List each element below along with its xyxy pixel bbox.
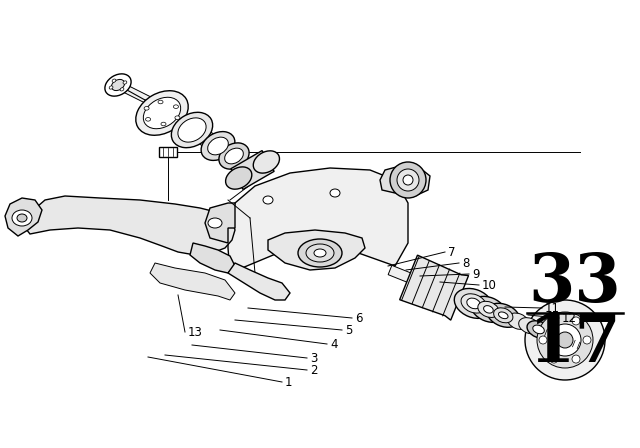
Ellipse shape — [298, 239, 342, 267]
Polygon shape — [529, 323, 540, 333]
Text: 13: 13 — [188, 326, 203, 339]
Polygon shape — [22, 196, 235, 255]
Ellipse shape — [557, 332, 573, 348]
Text: 6: 6 — [355, 311, 362, 324]
Text: 7: 7 — [448, 246, 456, 258]
Polygon shape — [380, 166, 430, 196]
Ellipse shape — [144, 107, 149, 110]
Text: 5: 5 — [345, 323, 353, 336]
Ellipse shape — [397, 169, 419, 191]
Ellipse shape — [161, 122, 166, 126]
Polygon shape — [228, 168, 408, 273]
Ellipse shape — [158, 100, 163, 104]
Ellipse shape — [123, 81, 127, 84]
Ellipse shape — [527, 321, 550, 338]
Ellipse shape — [530, 322, 551, 338]
Text: 1: 1 — [285, 375, 292, 388]
Text: 11: 11 — [545, 302, 560, 314]
Ellipse shape — [403, 175, 413, 185]
Ellipse shape — [145, 117, 150, 121]
Ellipse shape — [225, 148, 243, 164]
Text: 8: 8 — [462, 257, 469, 270]
Text: 17: 17 — [529, 310, 621, 375]
Ellipse shape — [487, 303, 520, 327]
Polygon shape — [231, 151, 274, 190]
Ellipse shape — [532, 325, 545, 334]
Ellipse shape — [330, 189, 340, 197]
Ellipse shape — [549, 324, 581, 356]
Polygon shape — [150, 263, 235, 300]
Polygon shape — [188, 123, 222, 153]
Text: 10: 10 — [482, 279, 497, 292]
Ellipse shape — [471, 297, 506, 323]
Text: 33: 33 — [529, 250, 621, 315]
Ellipse shape — [493, 308, 513, 323]
Polygon shape — [116, 82, 170, 114]
Ellipse shape — [172, 112, 212, 148]
Ellipse shape — [572, 355, 580, 363]
Ellipse shape — [454, 289, 493, 319]
Ellipse shape — [478, 302, 499, 318]
Text: 3: 3 — [310, 352, 317, 365]
Polygon shape — [388, 265, 567, 345]
Polygon shape — [228, 263, 290, 300]
Ellipse shape — [17, 214, 27, 222]
Ellipse shape — [12, 210, 32, 226]
Ellipse shape — [208, 218, 222, 228]
Ellipse shape — [508, 313, 529, 329]
Ellipse shape — [178, 118, 206, 142]
Ellipse shape — [518, 318, 540, 334]
Ellipse shape — [136, 91, 188, 135]
Ellipse shape — [525, 300, 605, 380]
Polygon shape — [205, 203, 235, 243]
Ellipse shape — [112, 79, 116, 82]
Ellipse shape — [225, 167, 252, 189]
Text: 4: 4 — [330, 337, 337, 350]
Ellipse shape — [539, 336, 547, 344]
Ellipse shape — [109, 86, 113, 89]
Ellipse shape — [467, 298, 481, 309]
Polygon shape — [399, 255, 468, 320]
Ellipse shape — [105, 74, 131, 96]
Polygon shape — [5, 198, 42, 236]
Polygon shape — [190, 243, 235, 273]
Ellipse shape — [306, 244, 334, 262]
Polygon shape — [157, 104, 197, 139]
Ellipse shape — [111, 79, 125, 90]
Ellipse shape — [175, 116, 180, 120]
Ellipse shape — [390, 162, 426, 198]
Ellipse shape — [143, 97, 180, 129]
Text: 2: 2 — [310, 363, 317, 376]
Polygon shape — [268, 230, 365, 270]
Ellipse shape — [583, 336, 591, 344]
Text: 9: 9 — [472, 267, 479, 280]
Ellipse shape — [314, 249, 326, 257]
Ellipse shape — [499, 312, 508, 319]
Ellipse shape — [120, 88, 124, 91]
Ellipse shape — [550, 355, 558, 363]
Ellipse shape — [173, 105, 179, 108]
Ellipse shape — [207, 137, 228, 155]
Ellipse shape — [550, 317, 558, 325]
Polygon shape — [214, 140, 237, 162]
Ellipse shape — [537, 312, 593, 368]
Ellipse shape — [461, 294, 486, 313]
Ellipse shape — [253, 151, 280, 173]
Ellipse shape — [484, 306, 493, 313]
Ellipse shape — [201, 132, 235, 160]
Bar — [159, 147, 177, 157]
Ellipse shape — [263, 196, 273, 204]
Ellipse shape — [219, 143, 249, 169]
Ellipse shape — [572, 317, 580, 325]
Text: 12: 12 — [562, 311, 577, 324]
